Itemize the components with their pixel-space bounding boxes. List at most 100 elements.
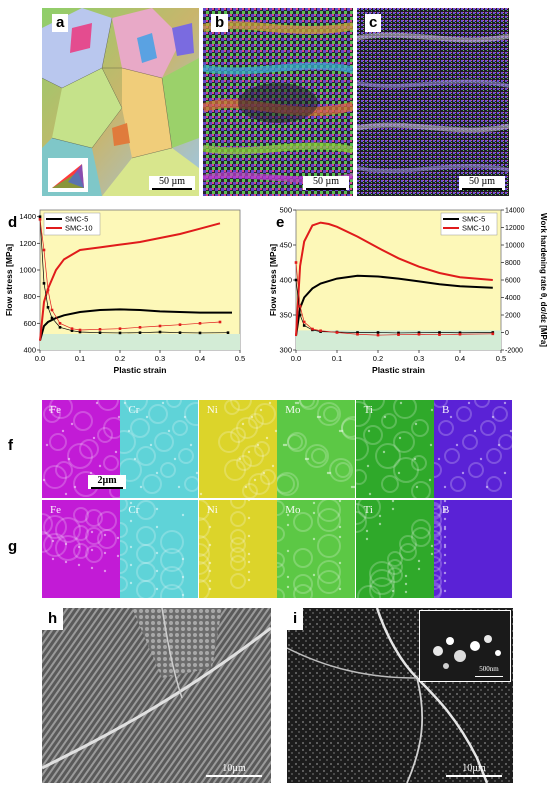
- series-point: [376, 331, 380, 334]
- panel-label-i: i: [287, 608, 304, 630]
- element-label-cr: Cr: [128, 404, 140, 416]
- x-tick-label: 0.1: [332, 354, 342, 363]
- y-tick-label: 400: [279, 276, 292, 285]
- panel-label-h: h: [42, 608, 64, 630]
- element-map-texture: [277, 500, 342, 598]
- series-point: [226, 331, 230, 334]
- series-point: [198, 331, 202, 335]
- series-point: [302, 320, 306, 324]
- sem-image-h: h 10µm: [42, 608, 271, 783]
- chart-e: 0.0 0.1 0.2 0.3 0.4 0.5 300 350 400 450 500 -2000 0 2…: [270, 206, 548, 375]
- series-point: [158, 324, 162, 328]
- element-label-ti: Ti: [363, 504, 373, 516]
- inset-scale-bar-i-text: 500nm: [479, 665, 499, 673]
- series-point: [397, 333, 400, 336]
- element-label-b: B: [442, 404, 450, 416]
- x-tick-label: 0.5: [235, 354, 245, 363]
- y-axis-label: Flow stress [MPa]: [270, 244, 278, 316]
- y-tick-label: 1400: [19, 212, 36, 221]
- x-tick-label: 0.0: [35, 354, 45, 363]
- series-point: [438, 331, 441, 334]
- element-map-f-ti: Ti: [355, 400, 434, 498]
- element-map-texture: [277, 400, 356, 496]
- scale-bar-b-text: 50 µm: [312, 176, 340, 187]
- element-map-texture: [120, 400, 199, 494]
- series-point: [70, 327, 74, 330]
- scale-bar-a-text: 50 µm: [158, 176, 186, 187]
- element-label-ni: Ni: [206, 504, 218, 516]
- series-point: [397, 331, 400, 335]
- element-label-ti: Ti: [363, 404, 373, 416]
- legend-label: SMC-5: [65, 215, 88, 224]
- series-point: [118, 331, 122, 335]
- element-map-f-cr: Cr: [120, 400, 199, 498]
- legend-label: SMC-10: [65, 224, 93, 233]
- element-maps-g: Fe Cr Ni Mo Ti B: [42, 500, 512, 598]
- y2-tick-label: 12000: [505, 225, 525, 232]
- legend-label: SMC-5: [462, 215, 485, 224]
- series-point: [298, 304, 302, 308]
- panel-label-c: c: [365, 14, 382, 32]
- y2-tick-label: 10000: [505, 243, 525, 250]
- series-line-2: [39, 216, 229, 334]
- element-label-cr: Cr: [128, 504, 140, 516]
- element-map-texture: [42, 507, 120, 573]
- plot-band: [40, 334, 240, 350]
- y-tick-label: 450: [279, 241, 292, 250]
- series-point: [417, 331, 421, 334]
- series-line-0: [295, 274, 493, 337]
- series-point: [178, 331, 182, 334]
- series-point: [70, 329, 74, 332]
- element-label-mo: Mo: [285, 404, 301, 416]
- series-point: [50, 316, 54, 320]
- series-point: [335, 331, 339, 334]
- element-map-g-b: B: [434, 500, 512, 598]
- element-label-fe: Fe: [50, 404, 61, 416]
- x-tick-label: 0.2: [115, 354, 125, 363]
- series-point: [38, 215, 42, 218]
- sem-inset-i-image: [433, 635, 501, 669]
- element-map-g-ni: Ni: [198, 500, 277, 598]
- series-point: [311, 327, 314, 331]
- y-tick-label: 600: [23, 319, 36, 328]
- y2-tick-label: 0: [505, 330, 509, 337]
- series-point: [98, 331, 102, 334]
- panel-label-g: g: [8, 538, 18, 555]
- series-point: [491, 332, 495, 336]
- series-point: [198, 322, 202, 325]
- series-point: [218, 320, 222, 324]
- chart-d: 0.0 0.1 0.2 0.3 0.4 0.5 400 600 800 1000 1200 1400 P…: [4, 209, 245, 374]
- plot-band: [296, 330, 501, 350]
- element-maps-f: Fe Cr Ni Mo Ti B: [42, 400, 512, 498]
- inset-scale-bar-i: 500nm: [472, 664, 506, 677]
- series-point: [458, 331, 462, 335]
- series-point: [294, 278, 298, 282]
- element-map-texture: [434, 400, 512, 492]
- element-map-texture: [199, 400, 277, 498]
- scale-bar-a: 50 µm: [149, 176, 195, 190]
- series-point: [458, 332, 462, 336]
- y2-axis-label: Work hardening rate θ, dσ/dε [MPa]: [539, 213, 548, 347]
- ebsd-map-b: b 50 µm: [203, 8, 353, 196]
- series-line-0: [39, 308, 232, 341]
- y-tick-label: 1000: [19, 266, 36, 275]
- x-tick-label: 0.1: [75, 354, 85, 363]
- sem-image-i: i 500nm 10µm: [287, 608, 513, 783]
- x-tick-label: 0.5: [496, 354, 506, 363]
- scale-bar-i-text: 10µm: [462, 763, 486, 774]
- element-map-texture: [434, 500, 447, 598]
- y2-tick-label: 6000: [505, 278, 521, 285]
- y-tick-label: 500: [279, 206, 292, 215]
- ebsd-map-a-image: [42, 8, 199, 196]
- panel-label-f: f: [8, 437, 13, 454]
- panel-label-a: a: [52, 14, 69, 32]
- scale-bar-c-text: 50 µm: [468, 176, 496, 187]
- series-point: [58, 322, 62, 325]
- series-point: [417, 332, 421, 336]
- y-tick-label: 400: [23, 346, 36, 355]
- element-map-texture: [355, 500, 433, 598]
- series-point: [50, 308, 54, 312]
- ebsd-map-c-image: [357, 8, 509, 196]
- series-point: [158, 330, 162, 334]
- series-line-3: [39, 219, 221, 331]
